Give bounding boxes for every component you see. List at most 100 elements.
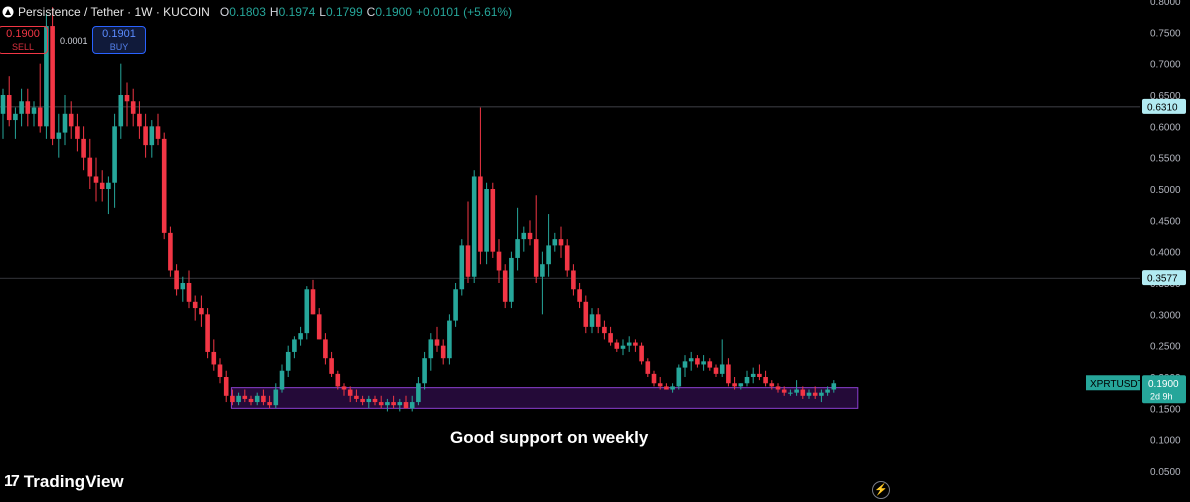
candle xyxy=(13,107,18,139)
candle xyxy=(391,395,396,409)
symbol-tag: XPRTUSDT xyxy=(1090,379,1144,390)
candle xyxy=(223,370,229,403)
candle xyxy=(533,195,539,283)
candle-body xyxy=(19,101,24,114)
candle-body xyxy=(335,373,341,387)
candle xyxy=(347,386,353,403)
candle-body xyxy=(93,176,99,183)
candle xyxy=(707,358,713,371)
candle xyxy=(471,170,477,283)
y-tick-label: 0.1000 xyxy=(1150,436,1181,447)
candle xyxy=(571,264,576,296)
tradingview-brand[interactable]: 17 TradingView xyxy=(4,472,124,492)
candle-body xyxy=(292,339,297,352)
candle-body xyxy=(267,402,272,406)
candle-body xyxy=(81,138,86,158)
candle xyxy=(199,295,204,327)
candle xyxy=(310,279,316,315)
candle xyxy=(757,364,762,381)
candle-body xyxy=(211,351,217,365)
sell-button[interactable]: 0.1900 SELL xyxy=(0,26,48,54)
candle xyxy=(701,355,706,371)
candle-body xyxy=(614,342,620,349)
candle xyxy=(515,207,520,271)
sell-label: SELL xyxy=(11,42,35,52)
y-tick-label: 0.3000 xyxy=(1150,310,1181,321)
candle-body xyxy=(595,314,601,327)
candle-body xyxy=(316,314,322,340)
candle-body xyxy=(403,402,409,409)
candle-body xyxy=(738,383,744,387)
price-line-label: 0.6310 xyxy=(1147,102,1178,113)
candle-body xyxy=(87,157,93,177)
y-tick-label: 0.6500 xyxy=(1150,91,1181,102)
tradingview-logo-icon: 17 xyxy=(4,473,20,490)
candle-body xyxy=(527,232,533,240)
candle xyxy=(329,351,334,377)
candle xyxy=(323,333,328,365)
candle xyxy=(242,389,248,403)
candle-body xyxy=(149,126,155,146)
candle xyxy=(205,308,210,359)
candle-body xyxy=(112,126,117,183)
candle xyxy=(279,364,285,393)
candle xyxy=(99,170,105,202)
candle-body xyxy=(434,339,440,346)
candle-body xyxy=(174,270,179,290)
candle xyxy=(651,370,657,387)
candle-body xyxy=(552,239,558,246)
candle-body xyxy=(719,364,725,374)
candle xyxy=(316,308,322,340)
candle xyxy=(192,295,198,321)
candle-body xyxy=(788,392,793,394)
brand-name: TradingView xyxy=(23,472,124,491)
candle xyxy=(304,286,310,340)
candle xyxy=(31,101,37,127)
candle-body xyxy=(583,301,589,327)
candle-body xyxy=(354,395,359,399)
candle xyxy=(664,383,669,390)
candle xyxy=(168,226,173,277)
candle-body xyxy=(6,95,12,121)
candle-body xyxy=(800,389,806,396)
lightning-icon[interactable]: ⚡ xyxy=(872,481,890,499)
candle-body xyxy=(199,308,204,315)
candle-body xyxy=(626,342,632,346)
candle-body xyxy=(812,392,818,396)
price-line-label-bg xyxy=(1142,98,1186,114)
current-price-value: 0.1900 xyxy=(1148,379,1179,390)
candle xyxy=(106,176,111,215)
y-tick-label: 0.4000 xyxy=(1150,248,1181,259)
open-value: 0.1803 xyxy=(229,5,266,19)
candle-body xyxy=(341,386,347,390)
candle xyxy=(25,88,31,127)
candle xyxy=(366,395,372,409)
candle-body xyxy=(831,383,837,390)
candle xyxy=(143,113,148,158)
candle xyxy=(478,107,483,265)
candle xyxy=(453,283,458,327)
candle-body xyxy=(223,377,229,396)
candle xyxy=(788,389,793,396)
candle xyxy=(397,398,403,412)
candle-body xyxy=(329,358,334,374)
candle xyxy=(589,308,595,334)
support-zone xyxy=(230,387,859,409)
candle xyxy=(44,13,49,139)
candle xyxy=(676,364,682,390)
candle-body xyxy=(155,126,161,139)
candle-body xyxy=(13,113,18,121)
candle-body xyxy=(248,398,254,403)
candle-body xyxy=(447,320,452,359)
price-axis: 0.05000.10000.15000.20000.25000.30000.35… xyxy=(1086,0,1190,502)
candle-body xyxy=(186,283,192,302)
y-tick-label: 0.4500 xyxy=(1150,216,1181,227)
candle-body xyxy=(571,270,576,290)
candle-body xyxy=(589,314,595,327)
buy-button[interactable]: 0.1901 BUY xyxy=(92,26,146,54)
candle xyxy=(595,308,601,334)
candle-body xyxy=(310,289,316,315)
candle xyxy=(217,358,223,384)
candle xyxy=(509,251,514,309)
